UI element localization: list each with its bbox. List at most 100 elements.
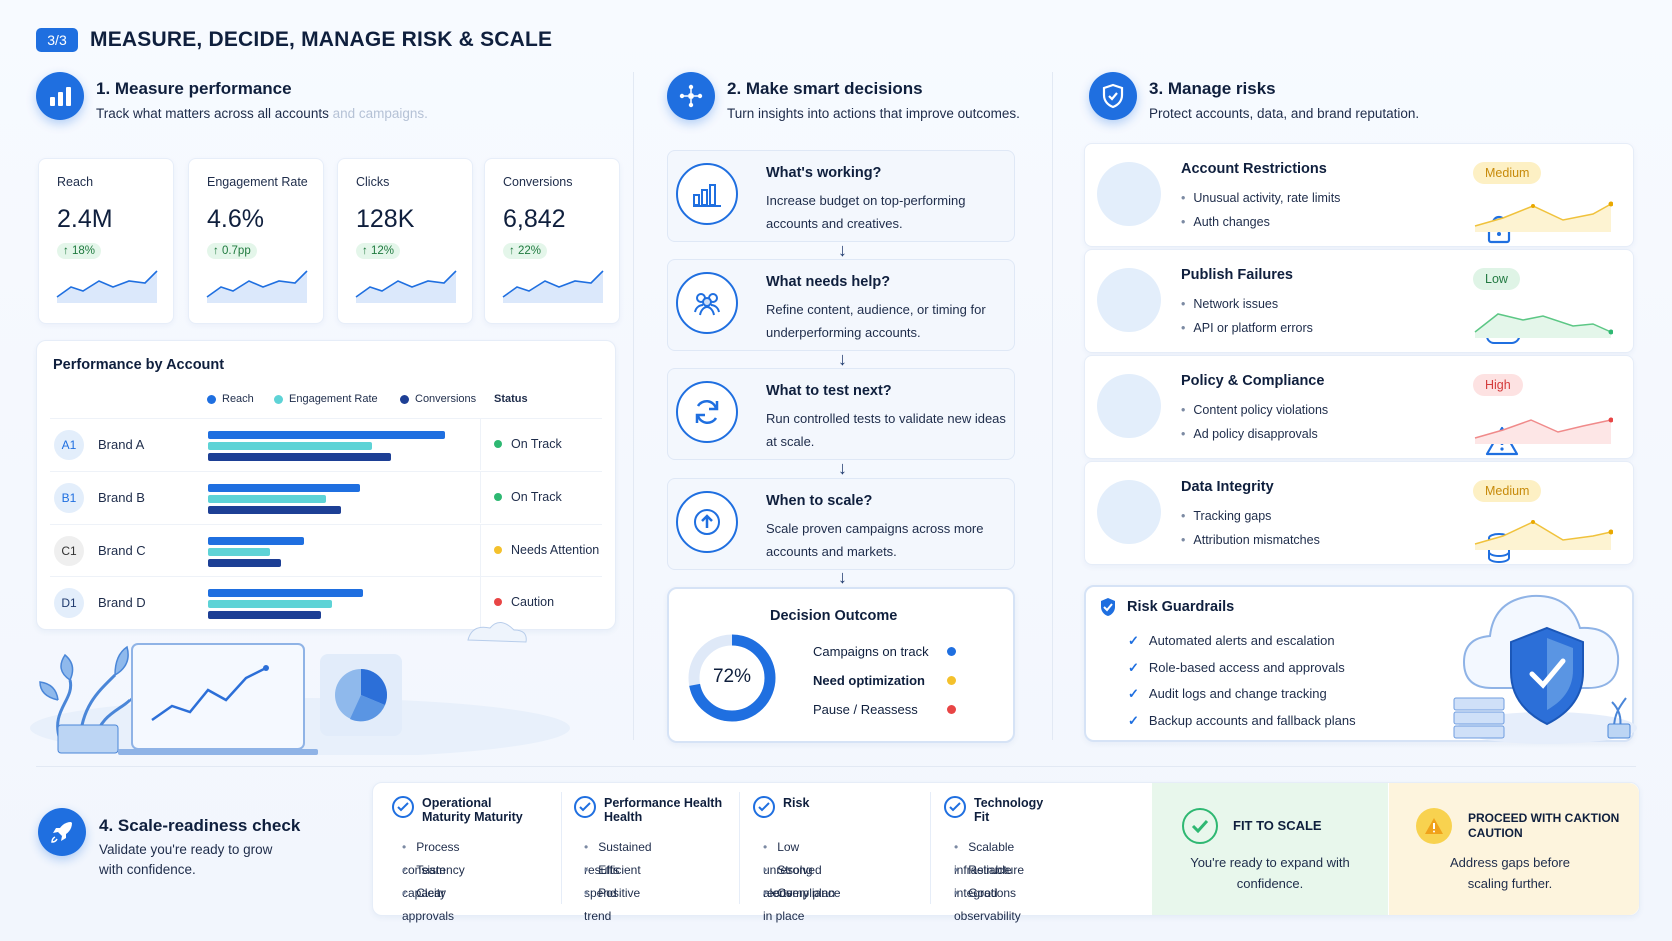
account-name: Brand D (98, 595, 146, 610)
account-name: Brand A (98, 437, 145, 452)
decision-card-working[interactable]: What's working? Increase budget on top-p… (667, 150, 1015, 242)
step-badge: 3/3 (36, 28, 78, 52)
outcome-item-on-track: Campaigns on track (813, 644, 956, 659)
risk-card-title: Publish Failures (1181, 267, 1293, 283)
shield-check-icon (1101, 598, 1115, 616)
kpi-sparkline (355, 270, 457, 303)
fit-to-scale-title: FIT TO SCALE (1233, 818, 1322, 833)
risk-card-publish-failures[interactable]: Publish Failures Network issuesAPI or pl… (1084, 249, 1634, 353)
table-row[interactable]: D1 Brand D Caution (50, 576, 602, 628)
kpi-label: Conversions (503, 175, 573, 189)
upload-arrow-icon (676, 491, 738, 553)
risk-trend-sparkline (1474, 417, 1613, 444)
status-dot (494, 546, 502, 554)
avatar: C1 (54, 536, 84, 566)
risk-level-badge: Low (1473, 268, 1520, 290)
reach-bar (208, 589, 364, 597)
risk-item: Unusual activity, rate limits (1181, 186, 1340, 210)
status-dot (494, 440, 502, 448)
decision-card-test[interactable]: What to test next? Run controlled tests … (667, 368, 1015, 460)
check-circle-icon (392, 796, 414, 818)
conversions-bar (208, 506, 341, 514)
kpi-label: Clicks (356, 175, 390, 189)
kpi-value: 128K (356, 205, 415, 233)
risk-card-account-restrictions[interactable]: Account Restrictions Unusual activity, r… (1084, 143, 1634, 247)
table-row[interactable]: C1 Brand C Needs Attention (50, 524, 602, 576)
decision-outcome-title: Decision Outcome (770, 608, 898, 624)
status-dot (494, 598, 502, 606)
bar-chart-icon (676, 163, 738, 225)
kpi-card-3[interactable]: Clicks 128K ↑ 12% (337, 158, 473, 324)
kpi-delta-badge: ↑ 0.7pp (207, 243, 257, 259)
avatar: B1 (54, 483, 84, 513)
fit-to-scale-panel (1152, 783, 1388, 915)
status-dot (494, 493, 502, 501)
decision-card-scale[interactable]: When to scale? Scale proven campaigns ac… (667, 478, 1015, 570)
down-arrow-icon: ↓ (838, 458, 847, 478)
risk-item: Auth changes (1181, 210, 1340, 234)
risk-item: API or platform errors (1181, 316, 1312, 340)
measure-section-title: 1. Measure performance (96, 79, 292, 98)
risk-trend-sparkline (1474, 313, 1613, 338)
measure-section-subtitle: Track what matters across all accounts a… (96, 106, 428, 121)
table-row[interactable]: A1 Brand A On Track (50, 418, 602, 470)
guardrail-item: ✓ Automated alerts and escalation (1128, 633, 1335, 648)
risk-level-badge: High (1473, 374, 1523, 396)
risk-trend-sparkline (1474, 201, 1613, 232)
risk-item: Ad policy disapprovals (1181, 422, 1328, 446)
risk-guardrails-header: Risk Guardrails (1099, 597, 1234, 617)
down-arrow-icon: ↓ (838, 349, 847, 369)
status-indicator: Needs Attention (494, 543, 599, 557)
outcome-item-optimization: Need optimization (813, 673, 956, 688)
engagement-bar (208, 548, 271, 556)
avatar: A1 (54, 430, 84, 460)
engagement-bar (208, 442, 372, 450)
performance-table-title: Performance by Account (53, 357, 225, 373)
legend-engagement: Engagement Rate (274, 393, 378, 405)
bar-chart-icon (36, 72, 84, 120)
decision-card-desc: Run controlled tests to validate new ide… (766, 411, 1006, 449)
table-row[interactable]: B1 Brand B On Track (50, 471, 602, 523)
page-title: MEASURE, DECIDE, MANAGE RISK & SCALE (90, 28, 553, 51)
checklist-divider (930, 792, 931, 904)
check-circle-icon (753, 796, 775, 818)
engagement-bar (208, 600, 333, 608)
kpi-card-1[interactable]: Reach 2.4M ↑ 18% (38, 158, 174, 324)
avatar: D1 (54, 588, 84, 618)
check-circle-icon (944, 796, 966, 818)
kpi-card-2[interactable]: Engagement Rate 4.6% ↑ 0.7pp (188, 158, 324, 324)
outcome-item-reassess: Pause / Reassess (813, 702, 956, 717)
checklist-divider (561, 792, 562, 904)
legend-conversions: Conversions (400, 393, 476, 405)
guardrail-item: ✓ Role-based access and approvals (1128, 659, 1345, 675)
decision-card-desc: Increase budget on top-performing accoun… (766, 193, 966, 231)
decide-section-title: 2. Make smart decisions (727, 79, 923, 98)
account-name: Brand B (98, 490, 145, 505)
risk-card-data-integrity[interactable]: Data Integrity Tracking gapsAttribution … (1084, 461, 1634, 565)
kpi-delta-badge: ↑ 18% (57, 243, 101, 259)
kpi-value: 2.4M (57, 205, 113, 233)
decision-card-title: What's working? (766, 165, 882, 181)
refresh-icon (676, 381, 738, 443)
risk-level-badge: Medium (1473, 162, 1542, 184)
decide-section-subtitle: Turn insights into actions that improve … (727, 106, 1020, 121)
status-header: Status (494, 393, 528, 405)
decision-card-help[interactable]: What needs help? Refine content, audienc… (667, 259, 1015, 351)
rocket-icon (38, 808, 86, 856)
account-name: Brand C (98, 543, 146, 558)
engagement-bar (208, 495, 327, 503)
risk-card-policy-compliance[interactable]: Policy & Compliance Content policy viola… (1084, 355, 1634, 459)
kpi-card-4[interactable]: Conversions 6,842 ↑ 22% (484, 158, 620, 324)
kpi-delta-badge: ↑ 22% (503, 243, 547, 259)
risk-trend-sparkline (1474, 520, 1613, 550)
kpi-sparkline (56, 270, 158, 303)
conversions-bar (208, 453, 392, 461)
kpi-delta-badge: ↑ 12% (356, 243, 400, 259)
down-arrow-icon: ↓ (838, 567, 847, 587)
warning-icon (1416, 808, 1452, 844)
risk-item: Attribution mismatches (1181, 528, 1319, 552)
lock-icon (1097, 162, 1511, 244)
kpi-label: Reach (57, 175, 94, 189)
guardrail-item: ✓ Backup accounts and fallback plans (1128, 712, 1356, 728)
risk-level-badge: Medium (1473, 480, 1542, 502)
